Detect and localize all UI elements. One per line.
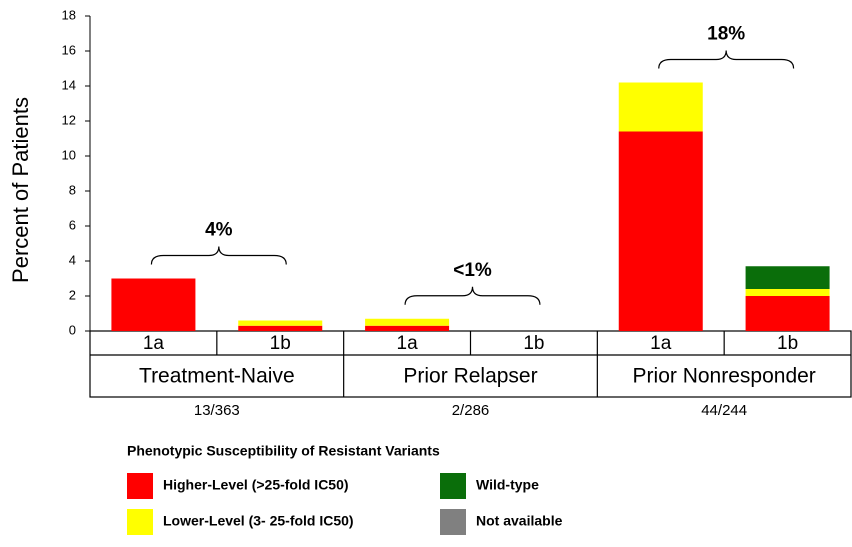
y-tick-label: 12 [62,112,76,127]
x-tick-label: 1b [777,333,798,354]
x-tick-label: 1a [143,333,165,354]
group-label: Prior Nonresponder [633,365,816,388]
y-tick-label: 2 [69,287,76,302]
y-tick-label: 4 [69,252,76,267]
legend-swatch [440,509,466,535]
bar-segment [745,266,830,289]
y-tick-label: 8 [69,182,76,197]
group-count: 44/244 [701,402,747,419]
legend-label: Higher-Level (>25-fold IC50) [163,477,349,493]
y-tick-label: 18 [62,7,76,22]
y-tick-label: 10 [62,147,76,162]
bar-segment [365,318,450,326]
bar-segment [618,131,703,331]
group-count: 13/363 [194,402,240,419]
legend-swatch [127,509,153,535]
x-tick-label: 1b [523,333,544,354]
annotation: <1% [453,260,492,281]
x-tick-label: 1a [650,333,672,354]
bar-segment [745,289,830,296]
legend-label: Lower-Level (3- 25-fold IC50) [163,513,354,529]
brace [404,286,541,305]
bar-segment [238,325,323,331]
group-label: Treatment-Naive [139,365,295,388]
bar-segment [238,320,323,326]
x-tick-label: 1b [270,333,291,354]
annotation: 4% [205,220,233,241]
legend-title: Phenotypic Susceptibility of Resistant V… [127,443,440,459]
bar-segment [111,278,196,331]
legend-label: Wild-type [476,477,539,493]
brace [150,246,287,265]
legend-label: Not available [476,513,563,529]
annotation: 18% [707,24,745,45]
bar-segment [618,82,703,132]
y-axis-label: Percent of Patients [8,97,33,283]
y-tick-label: 6 [69,217,76,232]
brace [658,50,795,69]
legend-swatch [127,473,153,499]
bar-segment [745,296,830,331]
y-tick-label: 14 [62,77,76,92]
legend-swatch [440,473,466,499]
group-label: Prior Relapser [403,365,537,388]
y-tick-label: 16 [62,42,76,57]
x-tick-label: 1a [397,333,419,354]
y-tick-label: 0 [69,322,76,337]
group-count: 2/286 [452,402,490,419]
bar-segment [365,325,450,331]
